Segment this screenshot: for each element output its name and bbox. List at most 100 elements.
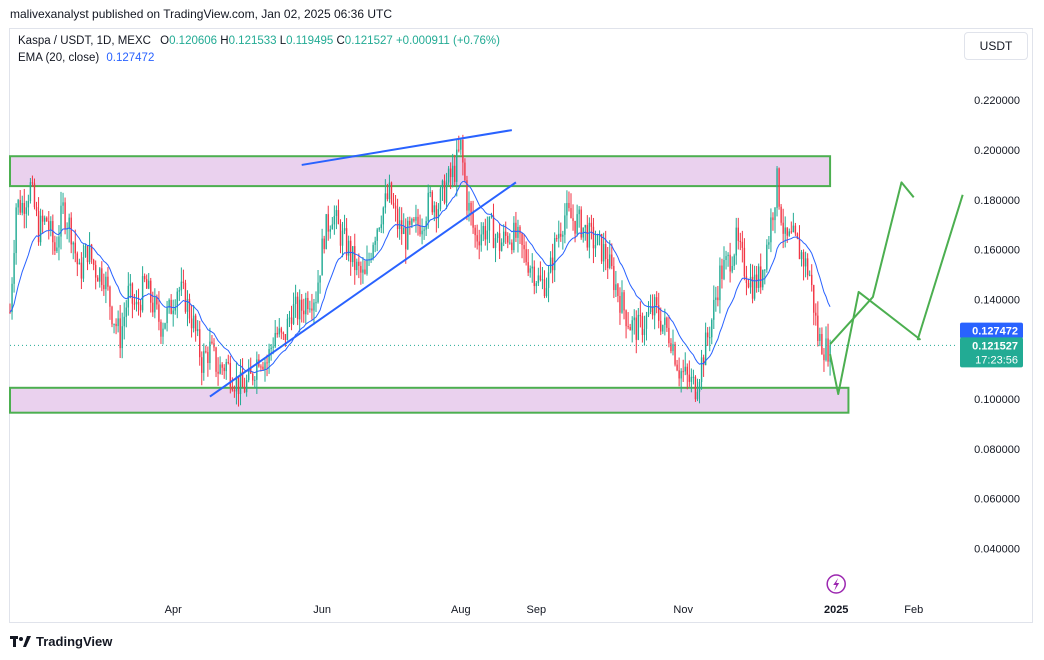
symbol-legend[interactable]: Kaspa / USDT, 1D, MEXC O0.120606 H0.1215… (18, 35, 500, 47)
chart-frame[interactable] (9, 28, 1033, 623)
candle-body (186, 298, 189, 312)
candle-body (629, 326, 631, 331)
candle-body (700, 357, 703, 383)
candle-body (164, 323, 166, 329)
candle-body (447, 168, 450, 183)
candle-body (394, 205, 397, 209)
candle (729, 242, 731, 283)
candle-body (462, 139, 464, 163)
candle (237, 376, 240, 407)
candle-body (500, 242, 503, 251)
candle (694, 375, 697, 402)
candle (396, 198, 399, 238)
candle-body (392, 202, 395, 206)
candle (678, 357, 680, 387)
candle (343, 214, 346, 235)
candle (766, 239, 768, 273)
candle (64, 197, 66, 235)
candle (331, 217, 334, 230)
candle-body (741, 241, 744, 248)
candle-body (148, 280, 150, 289)
candle (323, 235, 325, 254)
candle-body (407, 220, 409, 250)
candle (700, 349, 703, 390)
candle (280, 326, 283, 340)
candle-body (172, 310, 174, 314)
candle (101, 261, 103, 292)
candle (341, 221, 344, 258)
ema-legend[interactable]: EMA (20, close) 0.127472 (18, 52, 154, 64)
candle-body (358, 261, 360, 266)
candle (513, 216, 515, 253)
candle (478, 229, 480, 260)
candle (496, 231, 499, 243)
candle (309, 300, 311, 313)
candle-body (317, 282, 319, 303)
candle (562, 230, 564, 250)
candle-body (99, 268, 101, 282)
price-tick-label: 0.060000 (974, 494, 1020, 506)
candle (574, 220, 576, 243)
candle-body (639, 314, 642, 317)
candle (811, 264, 813, 292)
candle-body (686, 366, 688, 375)
candle-body (33, 183, 36, 208)
candle (52, 214, 54, 255)
candle (796, 232, 799, 240)
candle (170, 294, 172, 315)
candle-body (619, 295, 621, 313)
candle (347, 235, 350, 262)
candle-body (400, 220, 403, 235)
candle-body (798, 238, 801, 260)
tradingview-logo[interactable]: TradingView (10, 634, 112, 649)
candle-body (476, 235, 478, 242)
candle-body (560, 233, 562, 237)
candle-body (678, 370, 680, 379)
candle (121, 312, 123, 359)
lightning-icon (826, 574, 846, 594)
candle (19, 190, 21, 216)
candle-body (511, 242, 513, 251)
candle-body (449, 168, 452, 178)
candle (615, 270, 617, 297)
candle (492, 203, 495, 249)
candle (776, 166, 778, 217)
candle-body (307, 297, 309, 310)
legend-open: O0.120606 (160, 35, 218, 47)
candle-body (525, 249, 527, 263)
symbol-line[interactable]: Kaspa / USDT, 1D, MEXC (18, 35, 151, 47)
candle-body (331, 224, 334, 230)
candle-body (806, 258, 809, 276)
candle-body (811, 274, 813, 286)
ema-legend-label[interactable]: EMA (20, close) (18, 52, 100, 64)
candle (262, 361, 264, 372)
candle (305, 292, 307, 324)
candle (196, 320, 199, 337)
candle-body (209, 341, 211, 364)
candle (384, 179, 387, 214)
candle-body (551, 257, 554, 271)
candle-body (631, 320, 633, 331)
candle-body (721, 265, 723, 279)
candle-body (692, 376, 695, 378)
candle-body (733, 255, 735, 266)
candle (611, 243, 613, 270)
candle-body (225, 362, 227, 372)
candle-body (286, 318, 289, 341)
currency-button[interactable]: USDT (964, 32, 1028, 60)
candle-body (745, 276, 748, 284)
candle-body (568, 202, 570, 209)
candle-body (827, 338, 829, 362)
candle (819, 327, 821, 347)
candle-body (470, 202, 472, 213)
candle-body (596, 234, 599, 245)
candle-body (335, 210, 338, 216)
candle-body (558, 233, 560, 239)
candle (676, 359, 678, 372)
candle-body (290, 317, 293, 324)
candle-body (54, 242, 56, 252)
candle-body (778, 168, 780, 207)
candle-body (176, 291, 178, 308)
candle (37, 197, 40, 246)
